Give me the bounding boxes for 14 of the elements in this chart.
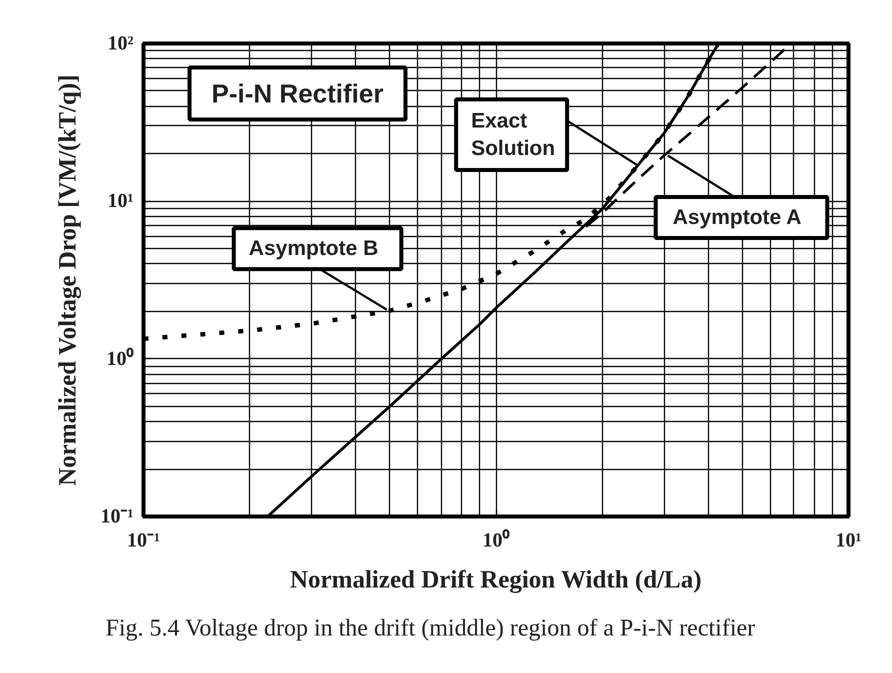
text: P-i-N Rectifier [212, 78, 384, 108]
x-tick-label: 10¹ [836, 530, 862, 552]
y-axis-title: Normalized Voltage Drop [VM/(kT/q)] [54, 74, 82, 486]
y-tick-label: 10¹ [108, 190, 134, 212]
y-tick-label: 10² [108, 32, 134, 54]
x-axis-title: Normalized Drift Region Width (d/La) [290, 566, 702, 594]
annotation: Asymptote A [672, 206, 802, 229]
annotation: Exact Solution [471, 109, 556, 160]
y-tick-label: 10⁻¹ [100, 506, 134, 528]
caption: Fig. 5.4 Voltage drop in the drift (middle) region of a P-i-N rectifier [106, 616, 756, 642]
x-tick-label: 10⁰ [482, 528, 510, 552]
annotation: Asymptote B [248, 237, 378, 260]
y-tick-label: 10⁰ [106, 346, 134, 370]
x-tick-label: 10⁻¹ [127, 530, 160, 552]
